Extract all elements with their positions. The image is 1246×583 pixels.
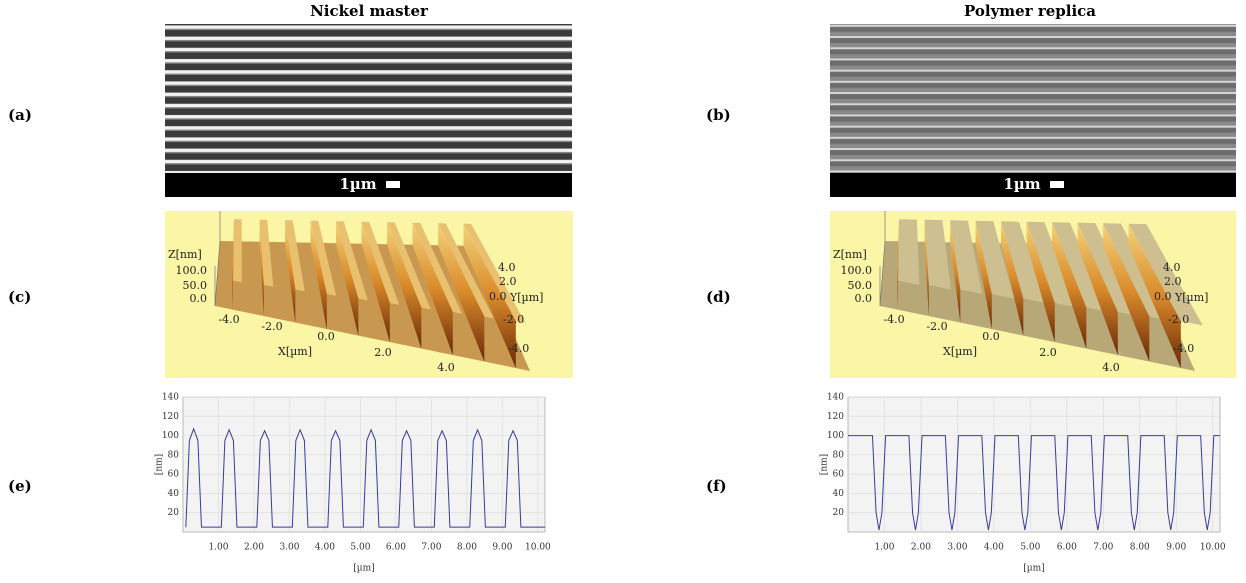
scale-bar bbox=[386, 181, 400, 188]
y-tick: 2.0 bbox=[499, 275, 517, 288]
x-tick-label: 1.00 bbox=[208, 543, 228, 553]
afm-ridge-top bbox=[897, 219, 919, 285]
y-tick: 4.0 bbox=[498, 261, 516, 274]
x-tick: 2.0 bbox=[1039, 346, 1057, 359]
x-tick-label: 4.00 bbox=[984, 543, 1004, 553]
panel-label: (d) bbox=[706, 288, 731, 306]
z-tick: 50.0 bbox=[848, 279, 873, 292]
x-tick-label: 10.00 bbox=[1200, 543, 1226, 553]
panel-label: (c) bbox=[8, 288, 31, 306]
column-header: Nickel master bbox=[310, 2, 429, 20]
x-tick-label: 5.00 bbox=[350, 543, 370, 553]
panel-label: (e) bbox=[8, 477, 32, 495]
z-tick: 0.0 bbox=[855, 292, 873, 305]
y-tick-label: 20 bbox=[833, 508, 845, 518]
x-tick-label: 4.00 bbox=[315, 543, 335, 553]
x-axis-label: [µm] bbox=[353, 564, 374, 574]
sem-image bbox=[830, 24, 1236, 174]
x-tick-label: 9.00 bbox=[492, 543, 512, 553]
z-tick: 50.0 bbox=[183, 279, 208, 292]
y-tick: 2.0 bbox=[1164, 275, 1182, 288]
x-tick-label: 6.00 bbox=[386, 543, 406, 553]
y-tick-label: 20 bbox=[168, 508, 180, 518]
x-tick: -2.0 bbox=[261, 320, 282, 333]
z-label: Z[nm] bbox=[833, 248, 867, 261]
column-header: Polymer replica bbox=[964, 2, 1096, 20]
x-tick: 0.0 bbox=[982, 330, 1000, 343]
y-label: Y[µm] bbox=[1174, 291, 1208, 304]
x-tick-label: 2.00 bbox=[244, 543, 264, 553]
y-tick-label: 120 bbox=[162, 412, 179, 422]
panel-label: (b) bbox=[706, 106, 731, 124]
y-tick: -2.0 bbox=[503, 313, 524, 326]
scale-text: 1µm bbox=[1003, 175, 1040, 193]
x-tick-label: 7.00 bbox=[1093, 543, 1113, 553]
x-tick-label: 3.00 bbox=[947, 543, 967, 553]
x-tick: 4.0 bbox=[1102, 361, 1120, 374]
plot-area bbox=[848, 397, 1220, 532]
y-tick: -2.0 bbox=[1168, 313, 1189, 326]
x-tick-label: 7.00 bbox=[421, 543, 441, 553]
x-tick-label: 8.00 bbox=[457, 543, 477, 553]
z-label: Z[nm] bbox=[168, 248, 202, 261]
y-tick-label: 140 bbox=[162, 393, 179, 403]
x-tick-label: 2.00 bbox=[911, 543, 931, 553]
y-tick-label: 100 bbox=[827, 431, 844, 441]
panel-label: (a) bbox=[8, 106, 32, 124]
x-tick-label: 1.00 bbox=[874, 543, 894, 553]
x-tick-label: 5.00 bbox=[1020, 543, 1040, 553]
sem-image bbox=[165, 24, 572, 174]
y-tick-label: 100 bbox=[162, 431, 179, 441]
x-tick-label: 3.00 bbox=[279, 543, 299, 553]
x-tick: -2.0 bbox=[926, 320, 947, 333]
figure: Nickel master Polymer replica (a) (b) (c… bbox=[0, 0, 1246, 583]
x-tick: 4.0 bbox=[437, 361, 455, 374]
z-tick: 100.0 bbox=[841, 264, 873, 277]
y-tick-label: 60 bbox=[168, 470, 180, 480]
scale-bar bbox=[1050, 181, 1064, 188]
y-tick: 4.0 bbox=[1163, 261, 1181, 274]
y-tick: -4.0 bbox=[1173, 342, 1194, 355]
panel-label: (f) bbox=[706, 477, 727, 495]
z-tick: 100.0 bbox=[176, 264, 208, 277]
x-axis-label: [µm] bbox=[1023, 564, 1044, 574]
y-tick-label: 80 bbox=[833, 450, 845, 460]
y-tick: 0.0 bbox=[489, 290, 507, 303]
y-tick-label: 120 bbox=[827, 412, 844, 422]
x-tick: -4.0 bbox=[218, 313, 239, 326]
x-tick: -4.0 bbox=[883, 313, 904, 326]
y-tick: 0.0 bbox=[1154, 290, 1172, 303]
y-tick-label: 40 bbox=[168, 489, 180, 499]
x-tick: 2.0 bbox=[374, 346, 392, 359]
x-label: X[µm] bbox=[278, 345, 312, 358]
x-tick-label: 9.00 bbox=[1166, 543, 1186, 553]
y-axis-label: [nm] bbox=[820, 454, 830, 475]
z-tick: 0.0 bbox=[190, 292, 208, 305]
y-tick-label: 80 bbox=[168, 450, 180, 460]
y-axis-label: [nm] bbox=[155, 454, 165, 475]
y-tick-label: 140 bbox=[827, 393, 844, 403]
x-label: X[µm] bbox=[943, 345, 977, 358]
x-tick-label: 6.00 bbox=[1057, 543, 1077, 553]
y-label: Y[µm] bbox=[509, 291, 543, 304]
x-tick-label: 10.00 bbox=[525, 543, 551, 553]
x-tick: 0.0 bbox=[317, 330, 335, 343]
y-tick: -4.0 bbox=[508, 342, 529, 355]
y-tick-label: 60 bbox=[833, 470, 845, 480]
y-tick-label: 40 bbox=[833, 489, 845, 499]
x-tick-label: 8.00 bbox=[1130, 543, 1150, 553]
scale-text: 1µm bbox=[339, 175, 376, 193]
